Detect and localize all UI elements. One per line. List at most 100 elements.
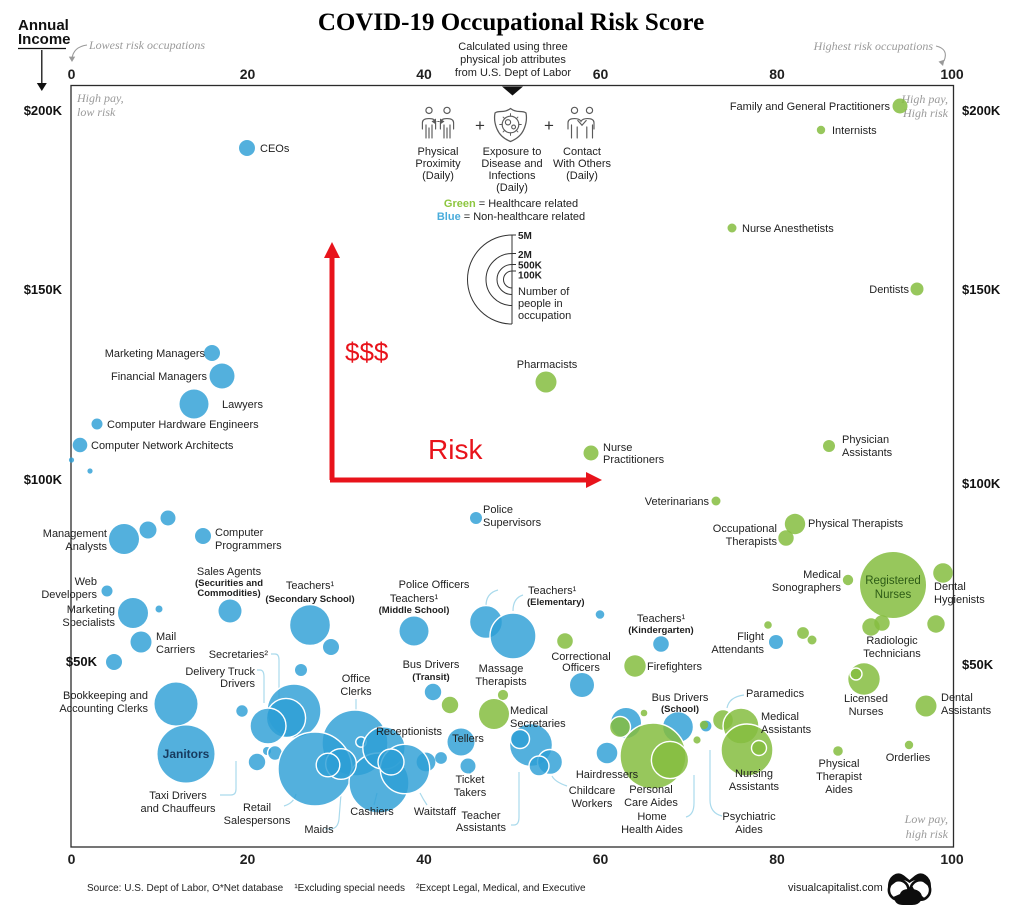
svg-text:Taxi Drivers: Taxi Drivers: [149, 790, 207, 802]
svg-text:Occupational: Occupational: [713, 523, 777, 535]
svg-text:(Daily): (Daily): [496, 182, 528, 194]
svg-text:Exposure to: Exposure to: [483, 146, 542, 158]
svg-text:Lowest risk occupations: Lowest risk occupations: [88, 38, 205, 52]
svg-text:Secretaries: Secretaries: [510, 718, 566, 730]
svg-text:Secretaries²: Secretaries²: [209, 649, 269, 661]
svg-text:people in: people in: [518, 298, 563, 310]
svg-text:Dental: Dental: [941, 692, 973, 704]
svg-text:Teachers¹: Teachers¹: [286, 580, 335, 592]
svg-text:Nurse Anesthetists: Nurse Anesthetists: [742, 223, 834, 235]
svg-text:Nursing: Nursing: [735, 768, 773, 780]
svg-text:Registered: Registered: [865, 575, 921, 587]
svg-text:40: 40: [416, 66, 432, 82]
svg-text:Paramedics: Paramedics: [746, 688, 805, 700]
svg-text:Family and General Practitione: Family and General Practitioners: [730, 101, 891, 113]
svg-text:Hairdressers: Hairdressers: [576, 769, 639, 781]
svg-text:Officers: Officers: [562, 662, 600, 674]
svg-text:Pharmacists: Pharmacists: [517, 359, 578, 371]
svg-text:low risk: low risk: [77, 105, 116, 119]
svg-text:Veterinarians: Veterinarians: [645, 496, 710, 508]
svg-text:20: 20: [240, 851, 256, 867]
svg-text:High pay,: High pay,: [900, 92, 948, 106]
svg-text:Office: Office: [342, 673, 371, 685]
svg-text:Management: Management: [43, 528, 107, 540]
svg-text:Disease and: Disease and: [481, 158, 542, 170]
svg-text:Aides: Aides: [825, 784, 853, 796]
svg-text:Computer Network Architects: Computer Network Architects: [91, 440, 234, 452]
svg-text:and Chauffeurs: and Chauffeurs: [140, 803, 216, 815]
svg-text:Health Aides: Health Aides: [621, 824, 683, 836]
svg-text:occupation: occupation: [518, 310, 571, 322]
svg-text:Childcare: Childcare: [569, 785, 615, 797]
svg-text:Programmers: Programmers: [215, 540, 282, 552]
svg-text:$50K: $50K: [66, 654, 98, 669]
svg-text:Supervisors: Supervisors: [483, 517, 542, 529]
svg-text:40: 40: [416, 851, 432, 867]
svg-text:Nurses: Nurses: [875, 589, 912, 601]
svg-text:Computer Hardware Engineers: Computer Hardware Engineers: [107, 419, 259, 431]
svg-text:Workers: Workers: [572, 798, 613, 810]
svg-text:Blue = Non-healthcare related: Blue = Non-healthcare related: [437, 211, 585, 223]
svg-text:Contact: Contact: [563, 146, 601, 158]
svg-text:Commodities): Commodities): [197, 588, 260, 599]
svg-text:Teachers¹: Teachers¹: [637, 613, 686, 625]
svg-text:Teachers¹: Teachers¹: [390, 593, 439, 605]
svg-text:Personal: Personal: [629, 784, 672, 796]
svg-text:(Secondary School): (Secondary School): [265, 594, 354, 605]
svg-text:Risk: Risk: [428, 434, 483, 465]
svg-text:Green = Healthcare related: Green = Healthcare related: [444, 198, 578, 210]
svg-text:Attendants: Attendants: [711, 644, 764, 656]
svg-text:Physical: Physical: [418, 146, 459, 158]
svg-text:(Transit): (Transit): [412, 672, 449, 683]
svg-text:5M: 5M: [518, 231, 532, 242]
svg-text:Assistants: Assistants: [729, 781, 780, 793]
svg-text:Assistants: Assistants: [842, 447, 893, 459]
svg-text:Highest risk occupations: Highest risk occupations: [813, 39, 934, 53]
svg-text:Bus Drivers: Bus Drivers: [652, 692, 709, 704]
svg-text:Web: Web: [75, 576, 97, 588]
svg-text:Teachers¹: Teachers¹: [528, 585, 577, 597]
svg-text:Medical: Medical: [761, 711, 799, 723]
svg-text:Delivery Truck: Delivery Truck: [185, 666, 255, 678]
svg-text:Hygienists: Hygienists: [934, 594, 985, 606]
svg-text:Annual: Annual: [18, 17, 69, 34]
svg-text:Teacher: Teacher: [461, 810, 500, 822]
svg-text:Flight: Flight: [737, 631, 764, 643]
svg-text:Bus Drivers: Bus Drivers: [403, 659, 460, 671]
svg-text:Financial Managers: Financial Managers: [111, 371, 207, 383]
svg-text:COVID-19 Occupational Risk Sco: COVID-19 Occupational Risk Score: [318, 9, 704, 36]
svg-text:Correctional: Correctional: [551, 651, 610, 663]
svg-text:Orderlies: Orderlies: [886, 752, 931, 764]
svg-text:Takers: Takers: [454, 787, 487, 799]
svg-text:Retail: Retail: [243, 802, 271, 814]
svg-text:Assistants: Assistants: [941, 705, 992, 717]
svg-text:Psychiatric: Psychiatric: [722, 811, 776, 823]
svg-text:Therapists: Therapists: [475, 676, 527, 688]
svg-text:Cashiers: Cashiers: [350, 806, 394, 818]
svg-text:(School): (School): [661, 704, 699, 715]
svg-text:$200K: $200K: [24, 103, 63, 118]
svg-text:Salespersons: Salespersons: [224, 815, 291, 827]
svg-text:Infections: Infections: [488, 170, 536, 182]
svg-text:Low pay,: Low pay,: [904, 812, 948, 826]
svg-text:Lawyers: Lawyers: [222, 399, 263, 411]
svg-text:Clerks: Clerks: [340, 686, 372, 698]
svg-text:Nurses: Nurses: [849, 706, 884, 718]
svg-text:physical job attributes: physical job attributes: [460, 54, 566, 66]
svg-text:Mail: Mail: [156, 631, 176, 643]
svg-text:Carriers: Carriers: [156, 644, 196, 656]
svg-text:100: 100: [940, 66, 964, 82]
svg-text:$100K: $100K: [24, 472, 63, 487]
svg-text:Income: Income: [18, 31, 71, 48]
svg-text:High pay,: High pay,: [76, 91, 124, 105]
svg-text:Medical: Medical: [510, 705, 548, 717]
svg-text:Therapists: Therapists: [726, 536, 778, 548]
svg-text:Computer: Computer: [215, 527, 264, 539]
svg-text:100K: 100K: [518, 271, 543, 282]
svg-text:Nurse: Nurse: [603, 442, 632, 454]
svg-text:+: +: [544, 116, 554, 135]
svg-text:Sonographers: Sonographers: [772, 582, 842, 594]
svg-text:Receptionists: Receptionists: [376, 726, 443, 738]
svg-text:80: 80: [769, 851, 785, 867]
svg-text:Physical: Physical: [819, 758, 860, 770]
